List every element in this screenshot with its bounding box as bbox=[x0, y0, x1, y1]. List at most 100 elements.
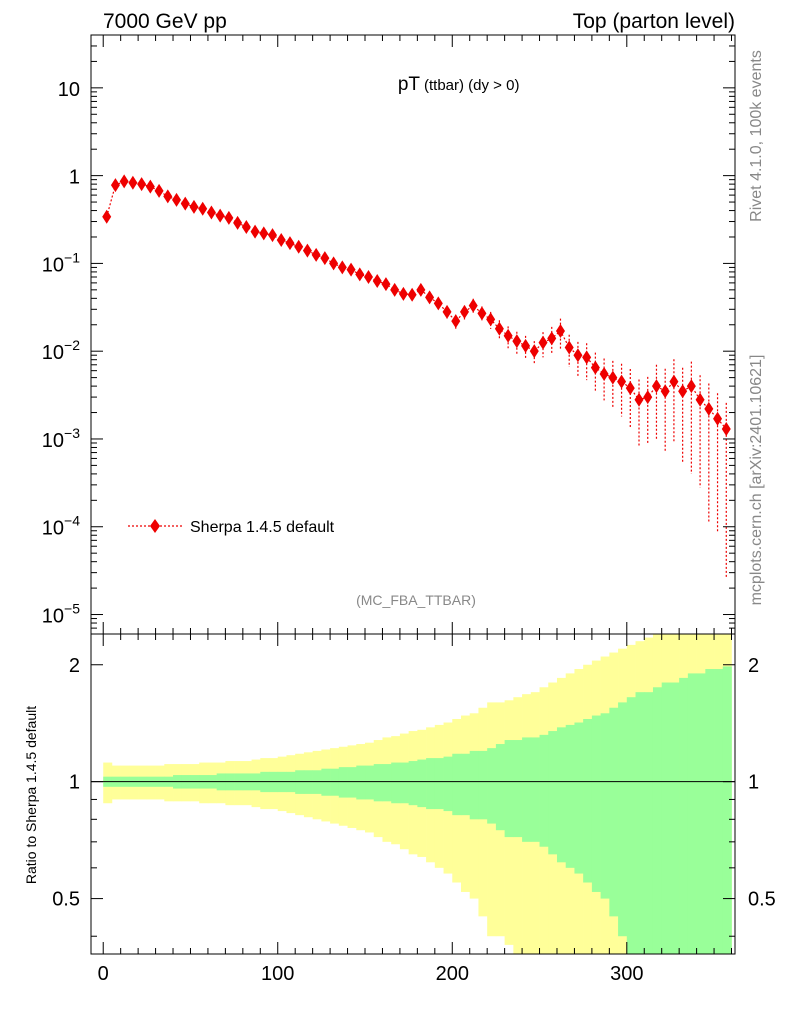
data-point bbox=[407, 287, 417, 302]
data-point bbox=[224, 210, 234, 225]
plot-title-sub: (ttbar) (dy > 0) bbox=[424, 77, 519, 94]
data-point bbox=[582, 350, 592, 365]
main-x-ticks bbox=[102, 35, 733, 634]
data-point bbox=[189, 199, 199, 214]
x-tick-label: 300 bbox=[610, 963, 643, 985]
ratio-band-inner bbox=[556, 727, 567, 863]
ratio-band-inner bbox=[469, 750, 479, 820]
ratio-band-inner bbox=[722, 666, 732, 954]
ratio-band-inner bbox=[426, 758, 436, 810]
data-point bbox=[451, 314, 461, 329]
main-y-tick-label: 10−5 bbox=[42, 601, 80, 628]
header-right: Top (parton level) bbox=[573, 10, 735, 33]
data-point bbox=[695, 392, 705, 407]
plot-title-main: pT bbox=[398, 74, 421, 95]
ratio-band-inner bbox=[618, 702, 628, 937]
ratio-band-inner bbox=[504, 740, 514, 838]
data-point bbox=[355, 267, 365, 282]
ratio-band-inner bbox=[321, 768, 331, 796]
ratio-band-inner bbox=[574, 722, 584, 874]
data-point bbox=[425, 290, 435, 305]
data-point bbox=[180, 196, 190, 211]
data-point bbox=[686, 379, 696, 394]
ratio-band-inner bbox=[330, 768, 340, 796]
ratio-y-label: Ratio to Sherpa 1.4.5 default bbox=[23, 706, 39, 884]
ratio-bands bbox=[103, 634, 732, 954]
main-y-tick-label: 10−3 bbox=[42, 425, 80, 452]
data-point bbox=[669, 374, 679, 389]
data-point bbox=[294, 239, 304, 254]
ratio-band-inner bbox=[434, 758, 444, 810]
data-point bbox=[590, 360, 600, 375]
data-point bbox=[564, 340, 574, 355]
data-point bbox=[346, 262, 356, 277]
ratio-band-inner bbox=[452, 753, 462, 816]
data-point bbox=[320, 251, 330, 266]
ratio-band-inner bbox=[487, 748, 497, 824]
ratio-band-inner bbox=[522, 737, 532, 842]
x-tick-label: 0 bbox=[98, 963, 109, 985]
ratio-band-inner bbox=[347, 767, 357, 798]
data-point bbox=[128, 175, 138, 190]
ratio-y-ticks: 0.5 0.5 1 1 2 2 bbox=[52, 655, 776, 937]
data-point bbox=[442, 304, 452, 319]
main-frame bbox=[90, 34, 736, 635]
data-point bbox=[250, 224, 260, 239]
ratio-band-inner bbox=[679, 677, 689, 954]
data-point bbox=[573, 348, 583, 363]
data-point bbox=[433, 296, 443, 311]
data-point bbox=[329, 256, 339, 271]
main-y-tick-label: 10−2 bbox=[42, 337, 80, 364]
main-y-tick-label: 10 bbox=[58, 79, 80, 101]
data-point bbox=[110, 178, 120, 193]
ratio-band-inner bbox=[644, 692, 654, 954]
data-point bbox=[337, 260, 347, 275]
ratio-band-inner bbox=[530, 737, 540, 842]
data-point bbox=[651, 379, 661, 394]
analysis-watermark: (MC_FBA_TTBAR) bbox=[356, 592, 476, 608]
ratio-band-inner bbox=[591, 715, 601, 892]
data-point bbox=[512, 334, 522, 349]
data-point bbox=[259, 226, 269, 241]
data-point bbox=[477, 306, 487, 321]
data-point bbox=[276, 232, 286, 247]
ratio-y-tick-label-right: 1 bbox=[748, 772, 759, 794]
ratio-band-inner bbox=[443, 756, 453, 812]
data-point bbox=[302, 243, 312, 258]
data-point bbox=[494, 321, 504, 336]
ratio-y-tick-label-right: 0.5 bbox=[748, 889, 776, 911]
ratio-band-inner bbox=[687, 673, 697, 954]
ratio-band-inner bbox=[478, 750, 488, 820]
data-point bbox=[608, 370, 618, 385]
data-point bbox=[390, 282, 400, 297]
data-point bbox=[119, 174, 129, 189]
data-point bbox=[145, 179, 155, 194]
ratio-band-inner bbox=[609, 707, 619, 917]
data-point bbox=[215, 208, 225, 223]
ratio-band-inner bbox=[696, 673, 706, 954]
ratio-band-inner bbox=[513, 740, 523, 838]
ratio-band-inner bbox=[661, 682, 671, 954]
data-point bbox=[704, 401, 714, 416]
x-tick-label: 200 bbox=[436, 963, 469, 985]
data-point bbox=[311, 247, 321, 262]
data-point bbox=[233, 215, 243, 230]
legend-label: Sherpa 1.4.5 default bbox=[190, 519, 335, 536]
data-point bbox=[372, 274, 382, 289]
data-point bbox=[721, 421, 731, 436]
data-point bbox=[416, 282, 426, 297]
ratio-frame bbox=[90, 633, 736, 955]
ratio-band-inner bbox=[548, 731, 558, 855]
data-point bbox=[468, 298, 478, 313]
main-y-ticks: 10−5 10−4 10−3 10−2 10−1 1 10 bbox=[42, 34, 735, 635]
ratio-band-inner bbox=[626, 697, 636, 954]
header-left: 7000 GeV pp bbox=[103, 10, 227, 33]
ratio-band-inner bbox=[714, 669, 724, 954]
series-line bbox=[106, 180, 727, 430]
data-point bbox=[285, 236, 295, 251]
data-point bbox=[643, 390, 653, 405]
ratio-band-inner bbox=[373, 764, 383, 802]
rivet-label: Rivet 4.1.0, 100k events bbox=[748, 50, 765, 222]
ratio-y-tick-label: 1 bbox=[69, 772, 80, 794]
